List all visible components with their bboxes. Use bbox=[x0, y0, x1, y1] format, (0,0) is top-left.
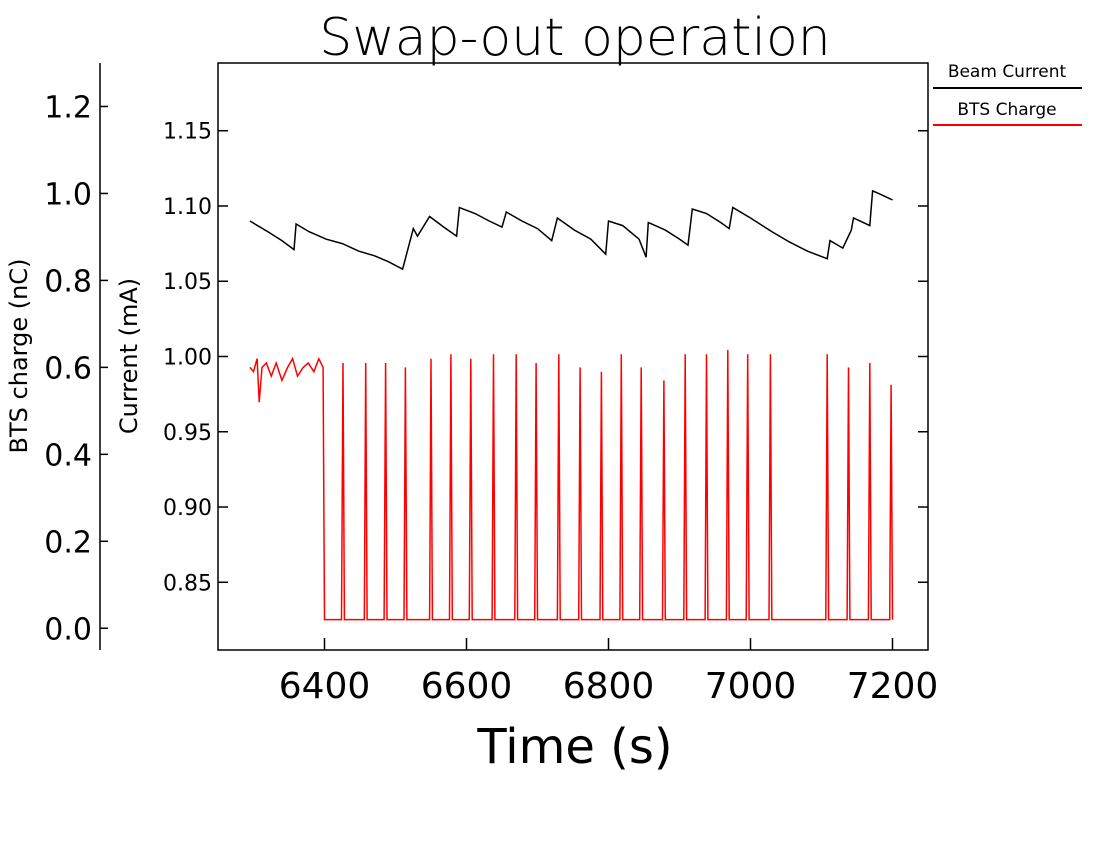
current-tick-label: 0.95 bbox=[163, 421, 212, 446]
x-tick-label: 7000 bbox=[705, 666, 797, 707]
series-line-bts-charge bbox=[249, 349, 894, 621]
charge-axis-ticks: 0.0 0.2 0.4 0.6 0.8 1.0 1.2 bbox=[44, 90, 108, 647]
current-axis-ticks: 0.85 0.90 0.95 1.00 1.05 1.10 1.15 bbox=[163, 120, 928, 596]
x-axis-label: Time (s) bbox=[476, 719, 672, 775]
legend: Beam Current BTS Charge bbox=[933, 62, 1082, 126]
current-tick-label: 1.10 bbox=[163, 195, 212, 220]
chart-title: Swap-out operation bbox=[319, 8, 831, 68]
current-tick-label: 1.05 bbox=[163, 270, 212, 295]
legend-label-beam-current: Beam Current bbox=[948, 62, 1067, 82]
x-tick-label: 6600 bbox=[421, 666, 513, 707]
current-tick-label: 0.90 bbox=[163, 496, 212, 521]
charge-tick-label: 0.8 bbox=[44, 264, 92, 299]
charge-tick-label: 0.4 bbox=[44, 438, 92, 473]
current-axis-label: Current (mA) bbox=[115, 278, 143, 434]
series-line-beam-current bbox=[249, 189, 893, 271]
charge-tick-label: 0.6 bbox=[44, 351, 92, 386]
x-tick-label: 6800 bbox=[563, 666, 655, 707]
charge-tick-label: 0.0 bbox=[44, 612, 92, 647]
x-tick-label: 6400 bbox=[279, 666, 371, 707]
charge-axis-label: BTS charge (nC) bbox=[5, 259, 33, 454]
charge-tick-label: 1.0 bbox=[44, 177, 92, 212]
current-tick-label: 1.15 bbox=[163, 120, 212, 145]
charge-tick-label: 1.2 bbox=[44, 90, 92, 125]
current-tick-label: 1.00 bbox=[163, 346, 212, 371]
series-layer bbox=[249, 189, 894, 621]
charge-tick-label: 0.2 bbox=[44, 525, 92, 560]
current-tick-label: 0.85 bbox=[163, 571, 212, 596]
legend-label-bts-charge: BTS Charge bbox=[957, 100, 1056, 120]
x-tick-label: 7200 bbox=[847, 666, 939, 707]
x-axis-ticks: 6400 6600 6800 7000 7200 bbox=[279, 638, 939, 707]
